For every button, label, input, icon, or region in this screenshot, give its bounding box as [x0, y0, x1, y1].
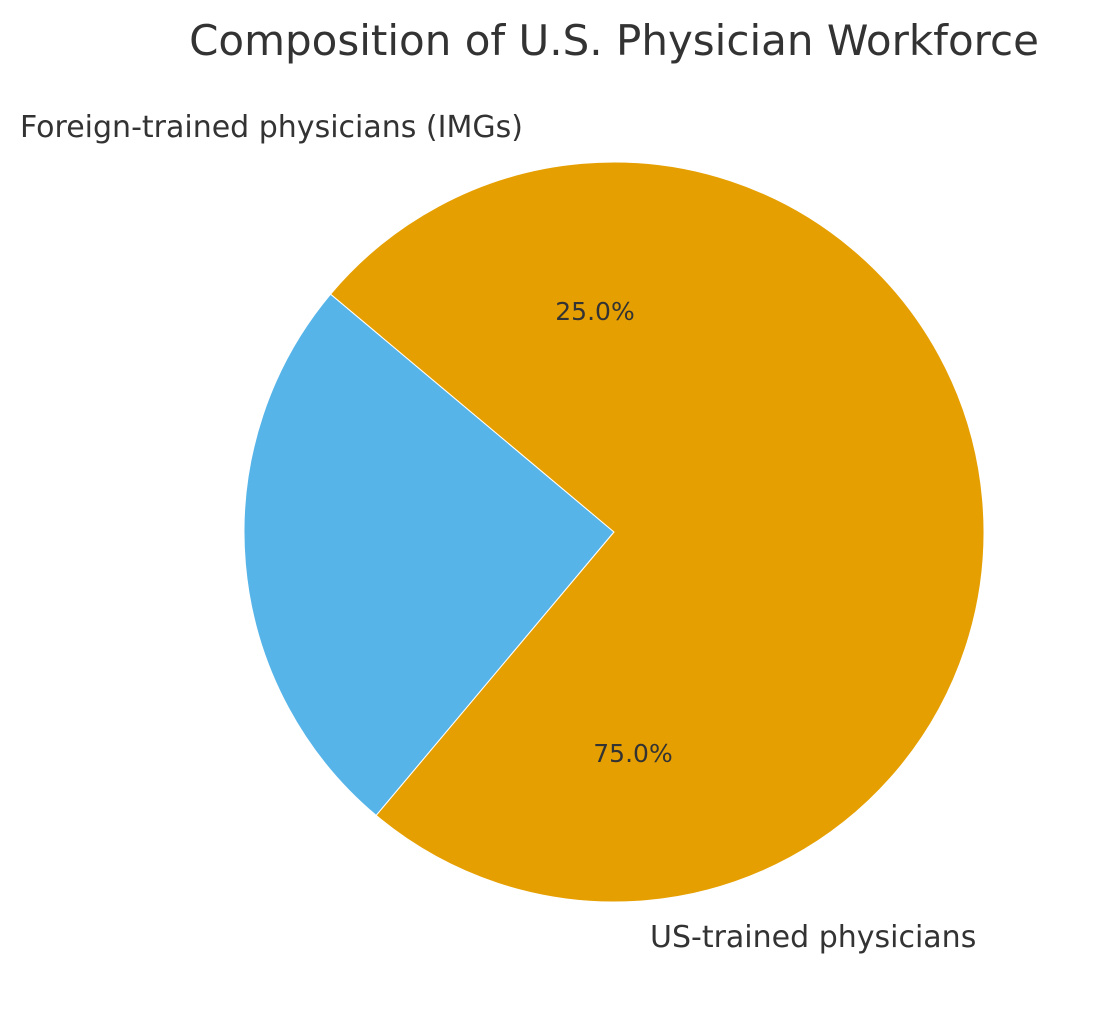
chart-title: Composition of U.S. Physician Workforce — [189, 16, 1039, 65]
slice-label-us-trained: US-trained physicians — [650, 920, 976, 955]
pct-label-us-trained: 75.0% — [593, 739, 672, 768]
pie-slice-imgs — [243, 293, 615, 817]
pct-label-imgs: 25.0% — [555, 297, 634, 326]
pie-slices — [243, 161, 985, 903]
slice-label-imgs: Foreign-trained physicians (IMGs) — [20, 110, 523, 145]
pie-slice-us-trained — [329, 161, 985, 903]
